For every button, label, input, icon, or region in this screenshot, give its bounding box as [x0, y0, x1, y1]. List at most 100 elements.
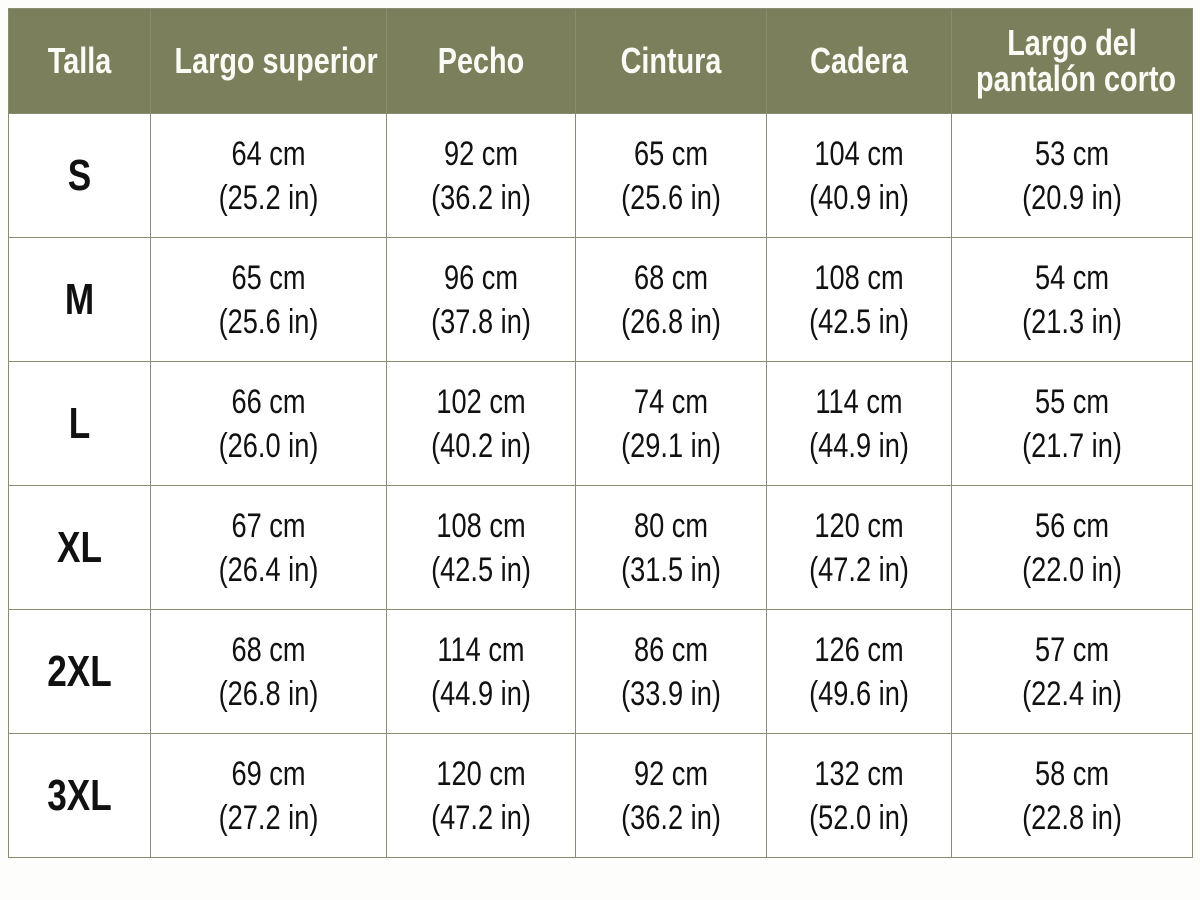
measure-text: (36.2 in)	[431, 178, 531, 217]
measure-text: 120 cm	[436, 754, 526, 793]
size-label: L	[68, 398, 91, 448]
measure-cell: 114 cm (44.9 in)	[386, 609, 576, 734]
measure-text: (21.7 in)	[1022, 426, 1122, 465]
measure-cell: 66 cm (26.0 in)	[150, 361, 387, 486]
measure-text: 120 cm	[814, 506, 904, 545]
header-cell: Largo superior	[150, 8, 387, 114]
measure-text: (26.8 in)	[218, 674, 319, 713]
measure-cell: 92 cm (36.2 in)	[575, 733, 767, 858]
measure-text: (25.6 in)	[621, 178, 721, 217]
measure-text: 114 cm	[437, 630, 525, 669]
measure-text: 57 cm	[1034, 630, 1110, 669]
measure-text: (27.2 in)	[218, 798, 319, 837]
measure-cell: 56 cm (22.0 in)	[951, 485, 1193, 610]
measure-text: 65 cm	[231, 258, 306, 297]
measure-cell: 53 cm (20.9 in)	[951, 113, 1193, 238]
measure-text: 74 cm	[633, 382, 709, 421]
header-cell: Cadera	[766, 8, 952, 114]
table-row: L 66 cm (26.0 in) 102 cm (40.2 in) 74 cm (29.1…	[8, 361, 1193, 486]
measure-text: (26.0 in)	[218, 426, 319, 465]
measure-text: 58 cm	[1034, 754, 1110, 793]
measure-cell: 64 cm (25.2 in)	[150, 113, 387, 238]
measure-text: 66 cm	[231, 382, 306, 421]
measure-text: 67 cm	[231, 506, 306, 545]
size-label: 3XL	[47, 770, 112, 820]
measure-text: (47.2 in)	[809, 550, 909, 589]
header-cell: Largo del pantalón corto	[951, 8, 1193, 114]
measure-text: 108 cm	[814, 258, 904, 297]
measure-text: 69 cm	[231, 754, 306, 793]
measure-text: (47.2 in)	[431, 798, 531, 837]
measure-cell: 55 cm (21.7 in)	[951, 361, 1193, 486]
measure-text: (21.3 in)	[1022, 302, 1122, 341]
measure-cell: 54 cm (21.3 in)	[951, 237, 1193, 362]
header-cell: Pecho	[386, 8, 576, 114]
size-label: 2XL	[47, 646, 112, 696]
measure-text: 56 cm	[1034, 506, 1110, 545]
table-row: S 64 cm (25.2 in) 92 cm (36.2 in) 65 cm (25.6 …	[8, 113, 1193, 238]
header-cell: Talla	[8, 8, 151, 114]
measure-cell: 126 cm (49.6 in)	[766, 609, 952, 734]
header-text: pantalón corto	[976, 58, 1176, 99]
table-row: M 65 cm (25.6 in) 96 cm (37.8 in) 68 cm (26.8 …	[8, 237, 1193, 362]
measure-text: (33.9 in)	[621, 674, 721, 713]
table-row: 2XL 68 cm (26.8 in) 114 cm (44.9 in) 86 cm (33…	[8, 609, 1193, 734]
measure-text: (25.6 in)	[218, 302, 319, 341]
size-cell: L	[8, 361, 151, 486]
measure-text: 114 cm	[815, 382, 903, 421]
measure-text: 68 cm	[633, 258, 709, 297]
measure-text: 104 cm	[814, 134, 904, 173]
measure-text: 53 cm	[1034, 134, 1110, 173]
size-label: M	[64, 274, 95, 324]
header-text: Cintura	[620, 40, 722, 81]
measure-cell: 96 cm (37.8 in)	[386, 237, 576, 362]
measure-cell: 108 cm (42.5 in)	[766, 237, 952, 362]
measure-text: (22.4 in)	[1022, 674, 1122, 713]
measure-text: (42.5 in)	[809, 302, 909, 341]
header-text: Talla	[47, 40, 112, 81]
measure-cell: 65 cm (25.6 in)	[575, 113, 767, 238]
measure-text: (25.2 in)	[218, 178, 319, 217]
measure-text: 86 cm	[633, 630, 709, 669]
header-text: Largo del	[1007, 22, 1137, 63]
measure-text: (20.9 in)	[1022, 178, 1122, 217]
header-row: Talla Largo superior Pecho Cintura Cadera Lar…	[8, 8, 1193, 114]
measure-text: (26.8 in)	[621, 302, 721, 341]
table-row: 3XL 69 cm (27.2 in) 120 cm (47.2 in) 92 cm (36…	[8, 733, 1193, 858]
measure-text: 54 cm	[1034, 258, 1110, 297]
measure-cell: 68 cm (26.8 in)	[150, 609, 387, 734]
measure-cell: 69 cm (27.2 in)	[150, 733, 387, 858]
header-cell: Cintura	[575, 8, 767, 114]
size-table: Talla Largo superior Pecho Cintura Cadera Lar…	[8, 8, 1193, 858]
measure-cell: 67 cm (26.4 in)	[150, 485, 387, 610]
measure-text: (36.2 in)	[621, 798, 721, 837]
size-cell: 2XL	[8, 609, 151, 734]
measure-text: (44.9 in)	[431, 674, 531, 713]
measure-cell: 104 cm (40.9 in)	[766, 113, 952, 238]
measure-text: (31.5 in)	[621, 550, 721, 589]
measure-text: 92 cm	[443, 134, 519, 173]
measure-text: (42.5 in)	[431, 550, 531, 589]
measure-text: 64 cm	[231, 134, 306, 173]
measure-text: 92 cm	[633, 754, 709, 793]
header-text: Pecho	[437, 40, 525, 81]
measure-cell: 80 cm (31.5 in)	[575, 485, 767, 610]
measure-text: 68 cm	[231, 630, 306, 669]
measure-text: 108 cm	[436, 506, 526, 545]
measure-text: 55 cm	[1034, 382, 1110, 421]
header-text: Cadera	[810, 40, 908, 81]
measure-text: (37.8 in)	[431, 302, 531, 341]
measure-text: 132 cm	[814, 754, 904, 793]
measure-text: (22.8 in)	[1022, 798, 1122, 837]
measure-text: 126 cm	[814, 630, 904, 669]
measure-cell: 58 cm (22.8 in)	[951, 733, 1193, 858]
measure-cell: 92 cm (36.2 in)	[386, 113, 576, 238]
measure-text: 102 cm	[436, 382, 526, 421]
measure-text: (44.9 in)	[809, 426, 909, 465]
size-cell: M	[8, 237, 151, 362]
measure-text: (40.2 in)	[431, 426, 531, 465]
size-label: XL	[57, 522, 102, 572]
size-cell: XL	[8, 485, 151, 610]
table-body: S 64 cm (25.2 in) 92 cm (36.2 in) 65 cm (25.6 …	[8, 113, 1193, 858]
